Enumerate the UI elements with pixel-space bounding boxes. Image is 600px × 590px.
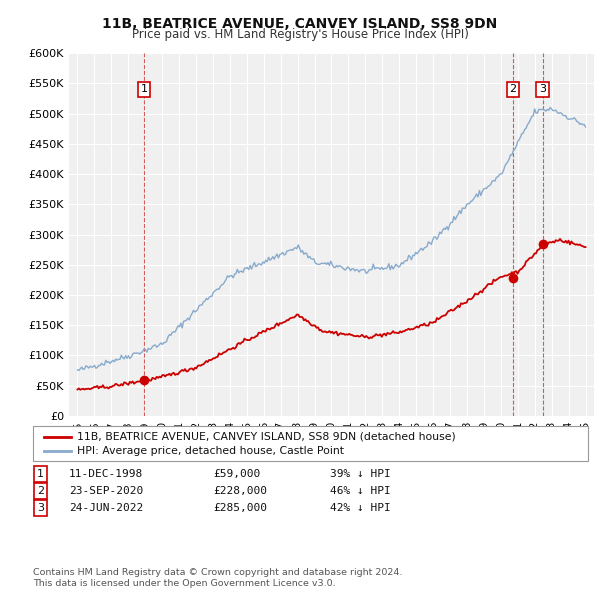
Text: 24-JUN-2022: 24-JUN-2022 <box>69 503 143 513</box>
Text: 11B, BEATRICE AVENUE, CANVEY ISLAND, SS8 9DN (detached house): 11B, BEATRICE AVENUE, CANVEY ISLAND, SS8… <box>77 432 455 441</box>
Text: Contains HM Land Registry data © Crown copyright and database right 2024.
This d: Contains HM Land Registry data © Crown c… <box>33 568 403 588</box>
Text: 1: 1 <box>37 469 44 478</box>
Text: £228,000: £228,000 <box>213 486 267 496</box>
Text: 23-SEP-2020: 23-SEP-2020 <box>69 486 143 496</box>
Text: 46% ↓ HPI: 46% ↓ HPI <box>330 486 391 496</box>
Text: 3: 3 <box>37 503 44 513</box>
Text: 39% ↓ HPI: 39% ↓ HPI <box>330 469 391 478</box>
Text: £285,000: £285,000 <box>213 503 267 513</box>
Text: 3: 3 <box>539 84 546 94</box>
Text: 2: 2 <box>509 84 517 94</box>
Text: Price paid vs. HM Land Registry's House Price Index (HPI): Price paid vs. HM Land Registry's House … <box>131 28 469 41</box>
Text: 2: 2 <box>37 486 44 496</box>
Text: 42% ↓ HPI: 42% ↓ HPI <box>330 503 391 513</box>
Text: £59,000: £59,000 <box>213 469 260 478</box>
Text: 1: 1 <box>140 84 148 94</box>
Text: HPI: Average price, detached house, Castle Point: HPI: Average price, detached house, Cast… <box>77 447 344 457</box>
Text: 11B, BEATRICE AVENUE, CANVEY ISLAND, SS8 9DN: 11B, BEATRICE AVENUE, CANVEY ISLAND, SS8… <box>103 17 497 31</box>
Text: 11-DEC-1998: 11-DEC-1998 <box>69 469 143 478</box>
